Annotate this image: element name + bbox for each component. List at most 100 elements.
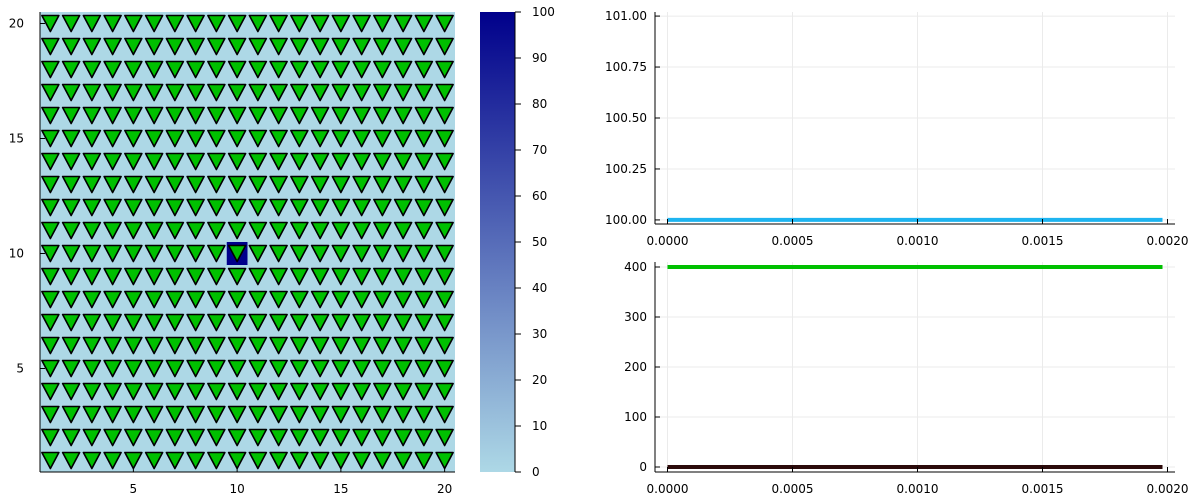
triangle-marker	[414, 175, 434, 194]
triangle-marker	[290, 83, 309, 102]
triangle-marker	[207, 405, 226, 424]
triangle-marker	[41, 83, 60, 102]
triangle-marker	[373, 37, 392, 56]
triangle-marker	[269, 336, 288, 355]
triangle-marker	[103, 175, 122, 194]
x-tick-label: 0.0000	[647, 482, 689, 496]
triangle-marker	[310, 175, 330, 194]
triangle-marker	[414, 267, 434, 286]
triangle-marker	[269, 60, 288, 79]
triangle-marker	[373, 129, 392, 148]
triangle-marker	[290, 290, 309, 309]
triangle-marker	[207, 244, 226, 263]
triangle-marker	[414, 290, 434, 309]
triangle-marker	[248, 359, 268, 378]
triangle-marker	[393, 428, 413, 447]
triangle-marker	[310, 152, 330, 171]
colorbar-tick-label: 90	[532, 51, 547, 65]
triangle-marker	[269, 129, 288, 148]
triangle-marker	[41, 451, 60, 470]
triangle-marker	[41, 336, 60, 355]
triangle-marker	[103, 60, 122, 79]
triangle-marker	[352, 290, 371, 309]
triangle-marker	[144, 221, 164, 240]
triangle-marker	[41, 221, 60, 240]
y-tick-label: 400	[624, 260, 647, 274]
triangle-marker	[269, 405, 288, 424]
triangle-marker	[186, 152, 205, 171]
triangle-marker	[124, 451, 143, 470]
triangle-marker	[144, 290, 164, 309]
triangle-marker	[373, 83, 392, 102]
triangle-marker	[248, 37, 268, 56]
triangle-marker	[82, 290, 102, 309]
triangle-marker	[352, 451, 371, 470]
triangle-marker	[124, 313, 143, 332]
triangle-marker	[310, 221, 330, 240]
triangle-marker	[393, 382, 413, 401]
triangle-marker	[124, 359, 143, 378]
triangle-marker	[352, 198, 371, 217]
triangle-marker	[103, 221, 122, 240]
triangle-marker	[393, 267, 413, 286]
x-tick-label: 0.0020	[1147, 234, 1189, 248]
triangle-marker	[124, 129, 143, 148]
triangle-marker	[186, 405, 205, 424]
colorbar-tick-label: 40	[532, 281, 547, 295]
triangle-marker	[61, 14, 81, 33]
triangle-marker	[144, 336, 164, 355]
triangle-marker	[373, 244, 392, 263]
triangle-marker	[61, 336, 81, 355]
triangle-marker	[414, 14, 434, 33]
triangle-marker	[186, 382, 205, 401]
triangle-marker	[165, 60, 185, 79]
triangle-marker	[290, 221, 309, 240]
triangle-marker	[165, 129, 185, 148]
triangle-marker	[393, 129, 413, 148]
triangle-marker	[248, 83, 268, 102]
y-tick-label: 10	[9, 247, 24, 261]
triangle-marker	[124, 152, 143, 171]
triangle-marker	[144, 313, 164, 332]
triangle-marker	[331, 198, 351, 217]
triangle-marker	[373, 221, 392, 240]
triangle-marker	[352, 313, 371, 332]
triangle-marker	[124, 267, 143, 286]
triangle-marker	[248, 221, 268, 240]
triangle-marker	[207, 175, 226, 194]
triangle-marker	[82, 152, 102, 171]
triangle-marker	[227, 106, 247, 125]
triangle-marker	[61, 83, 81, 102]
triangle-marker	[165, 175, 185, 194]
triangle-marker	[227, 198, 247, 217]
triangle-marker	[165, 290, 185, 309]
triangle-marker	[165, 14, 185, 33]
triangle-marker	[310, 244, 330, 263]
triangle-marker	[207, 313, 226, 332]
triangle-marker	[373, 405, 392, 424]
triangle-marker	[61, 106, 81, 125]
triangle-marker	[248, 405, 268, 424]
triangle-marker	[82, 83, 102, 102]
triangle-marker	[61, 175, 81, 194]
triangle-marker	[144, 152, 164, 171]
triangle-marker	[82, 451, 102, 470]
triangle-marker	[393, 152, 413, 171]
triangle-marker	[331, 290, 351, 309]
triangle-marker	[248, 244, 268, 263]
triangle-marker	[435, 382, 454, 401]
triangle-marker	[331, 428, 351, 447]
triangle-marker	[186, 37, 205, 56]
triangle-marker	[82, 359, 102, 378]
triangle-marker	[414, 244, 434, 263]
triangle-marker	[373, 428, 392, 447]
triangle-marker	[41, 106, 60, 125]
triangle-marker	[227, 313, 247, 332]
triangle-marker	[144, 405, 164, 424]
triangle-marker	[41, 60, 60, 79]
x-tick-label: 0.0015	[1022, 234, 1064, 248]
y-tick-label: 100.25	[605, 162, 647, 176]
y-tick-label: 0	[639, 460, 647, 474]
heatmap-panel: 5 10 15 20 5 10 15 20	[9, 12, 455, 496]
